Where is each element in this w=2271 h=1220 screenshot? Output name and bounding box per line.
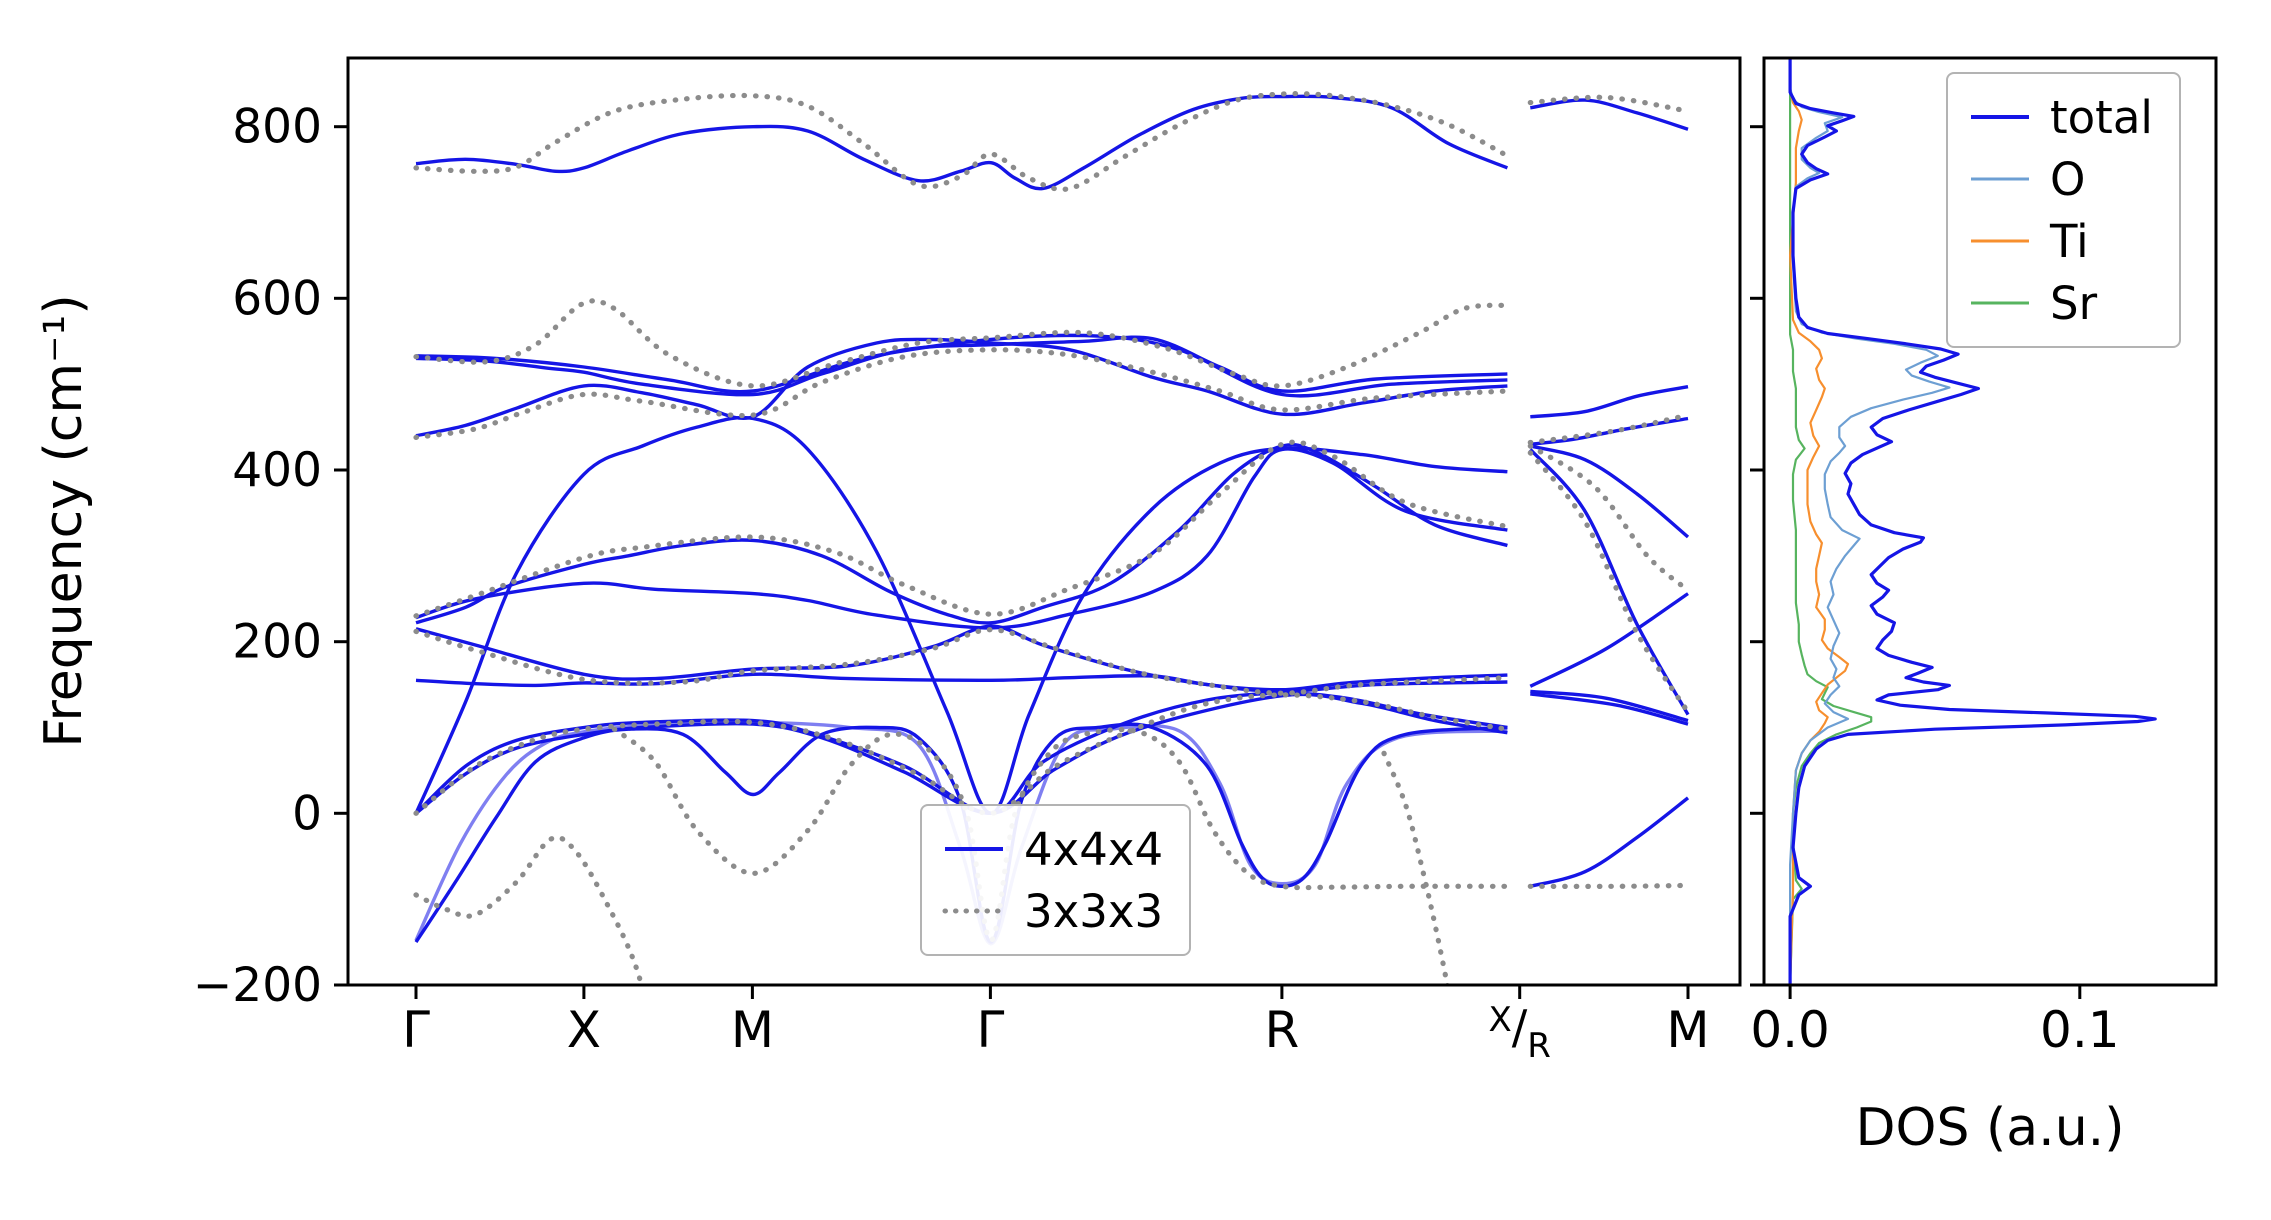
y-axis-label: Frequency (cm⁻¹) — [34, 294, 94, 748]
x-tick-label-xr: X/R — [1488, 1000, 1550, 1066]
band-line-3x3x3 — [1527, 412, 1691, 446]
legend-item-3x3x3: 3x3x3 — [942, 882, 1163, 940]
band-line-3x3x3 — [413, 834, 645, 985]
y-tick-label: 400 — [232, 443, 322, 498]
x-tick-label: R — [1265, 1001, 1300, 1059]
legend-label-Ti: Ti — [2050, 214, 2089, 268]
band-line-4x4x4 — [1529, 444, 1690, 539]
dos-lines — [1788, 58, 2157, 985]
band-line-4x4x4 — [1530, 689, 1689, 723]
band-line-3x3x3 — [413, 347, 1510, 440]
band-line-4x4x4 — [415, 447, 1508, 630]
dos-x-tick-label: 0.0 — [1750, 1001, 1830, 1059]
band-line-4x4x4 — [415, 672, 1508, 694]
band-line-3x3x3 — [1381, 750, 1450, 985]
dos-line-Sr — [1789, 58, 1873, 985]
y-tick-label: 800 — [232, 100, 322, 155]
band-panel-frame — [346, 56, 1742, 987]
legend-line-total-icon — [1971, 115, 2029, 119]
y-tick-label: 200 — [232, 615, 322, 670]
legend-line-Ti-icon — [1971, 239, 2029, 243]
band-line-3x3x3 — [1527, 450, 1691, 715]
band-line-4x4x4 — [414, 415, 1508, 816]
y-tick-label: 0 — [292, 786, 322, 841]
band-line-3x3x3 — [413, 439, 1510, 619]
band-line-3x3x3 — [413, 298, 1510, 389]
legend-item-O: O — [1968, 150, 2153, 208]
dos-panel-frame — [1762, 56, 2218, 987]
band-line-4x4x4 — [415, 337, 1508, 438]
dos-axis-label: DOS (a.u.) — [1855, 1098, 2125, 1158]
band-line-3x3x3 — [413, 91, 1510, 192]
dos-line-O — [1789, 58, 1951, 985]
band-line-4x4x4 — [1530, 385, 1689, 419]
band-line-3x3x3 — [413, 627, 1510, 696]
x-tick-label: X — [567, 1001, 601, 1059]
band-line-3x3x3 — [1527, 882, 1691, 889]
band-line-4x4x4 — [415, 442, 1508, 625]
legend-line-3x3x3-icon — [942, 908, 1006, 914]
dos-line-total — [1788, 58, 2157, 985]
x-tick-label: M — [731, 1001, 774, 1059]
band-line-4x4x4 — [1530, 98, 1689, 131]
dos-x-tick-label: 0.1 — [2040, 1001, 2120, 1059]
band-line-4x4x4 — [415, 333, 1508, 398]
band-line-4x4x4 — [1529, 796, 1690, 888]
supercell-legend: 4x4x4 3x3x3 — [920, 804, 1192, 956]
legend-item-total: total — [1968, 88, 2153, 146]
band-line-3x3x3 — [1527, 443, 1691, 593]
legend-item-Sr: Sr — [1968, 274, 2153, 332]
band-line-4x4x4 — [1529, 592, 1689, 688]
band-line-4x4x4 — [1530, 692, 1689, 726]
dos-legend: total O Ti Sr — [1946, 72, 2181, 348]
band-line-3x3x3 — [413, 692, 1510, 816]
x-tick-label: M — [1666, 1001, 1709, 1059]
legend-line-Sr-icon — [1971, 301, 2029, 305]
legend-label-4x4x4: 4x4x4 — [1024, 822, 1164, 876]
dos-line-Ti — [1789, 58, 1850, 985]
y-tick-label: −200 — [193, 958, 322, 1013]
x-tick-label: Γ — [976, 1001, 1004, 1059]
legend-item-4x4x4: 4x4x4 — [942, 820, 1163, 878]
band-line-4x4x4 — [415, 94, 1509, 191]
legend-label-total: total — [2050, 90, 2153, 144]
legend-line-O-icon — [1971, 177, 2029, 181]
x-tick-label: Γ — [402, 1001, 430, 1059]
legend-line-4x4x4-icon — [945, 847, 1003, 851]
legend-label-Sr: Sr — [2050, 276, 2098, 330]
legend-label-3x3x3: 3x3x3 — [1024, 884, 1164, 938]
y-tick-label: 600 — [232, 271, 322, 326]
legend-item-Ti: Ti — [1968, 212, 2153, 270]
legend-label-O: O — [2050, 152, 2086, 206]
